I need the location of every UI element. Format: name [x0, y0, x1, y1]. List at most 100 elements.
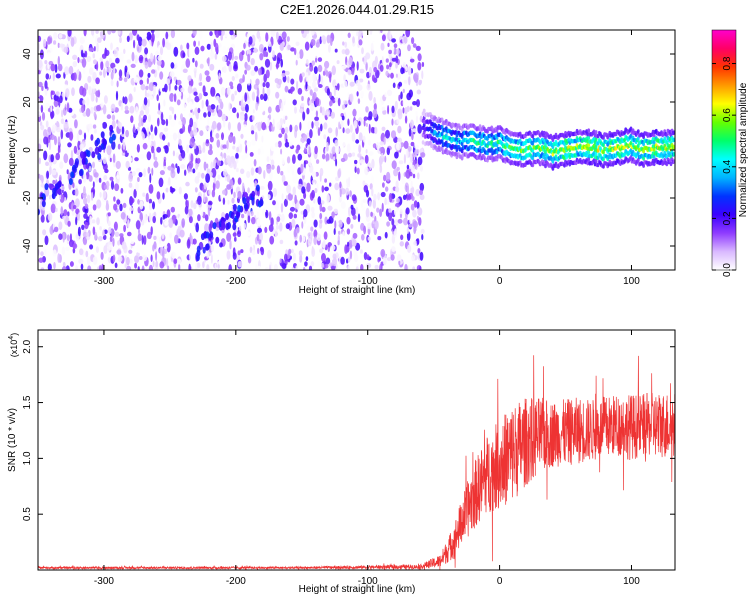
- heatmap-cell: [193, 127, 198, 136]
- heatmap-cell: [192, 168, 196, 174]
- heatmap-cell: [100, 122, 103, 133]
- heatmap-cell: [373, 193, 377, 201]
- heatmap-cell: [337, 97, 341, 107]
- heatmap-cell: [301, 186, 306, 194]
- heatmap-cell: [212, 222, 217, 230]
- heatmap-cell: [226, 174, 231, 183]
- heatmap-cell: [347, 118, 350, 126]
- heatmap-cell: [188, 47, 191, 58]
- heatmap-cell: [237, 122, 242, 132]
- heatmap-cell: [281, 157, 285, 165]
- heatmap-cell: [352, 214, 357, 220]
- heatmap-cell: [237, 205, 242, 212]
- heatmap-cell: [300, 163, 304, 174]
- heatmap-cell: [269, 235, 275, 245]
- heatmap-cell: [379, 147, 384, 152]
- heatmap-cell: [93, 46, 96, 52]
- heatmap-cell: [41, 193, 46, 201]
- heatmap-cell: [544, 163, 547, 169]
- heatmap-cell: [285, 223, 290, 230]
- heatmap-cell: [211, 189, 216, 198]
- heatmap-cell: [385, 58, 389, 63]
- heatmap-cell: [283, 181, 288, 186]
- heatmap-cell: [280, 170, 284, 176]
- heatmap-cell: [38, 138, 43, 144]
- heatmap-cell: [382, 182, 385, 188]
- heatmap-cell: [395, 180, 399, 189]
- heatmap-cell: [51, 169, 57, 176]
- heatmap-cell: [381, 202, 384, 213]
- heatmap-cell: [408, 171, 413, 177]
- heatmap-cell: [419, 189, 423, 195]
- heatmap-cell: [295, 227, 300, 234]
- snr-series-line: [38, 355, 675, 570]
- heatmap-cell: [352, 239, 357, 247]
- heatmap-cell: [49, 165, 52, 175]
- heatmap-cell: [367, 139, 371, 146]
- heatmap-cell: [672, 130, 675, 135]
- heatmap-cell: [186, 144, 190, 154]
- heatmap-cell: [299, 198, 305, 206]
- heatmap-cell: [121, 165, 125, 172]
- heatmap-cell: [400, 67, 405, 75]
- x-tick-label: -200: [226, 276, 246, 287]
- heatmap-cell: [411, 254, 416, 262]
- colorbar-tick-label: 0.0: [722, 263, 733, 277]
- heatmap-cells: [38, 30, 675, 270]
- heatmap-cell: [400, 234, 404, 241]
- heatmap-cell: [232, 145, 236, 150]
- heatmap-cell: [380, 249, 386, 258]
- heatmap-cell: [159, 46, 164, 56]
- heatmap-cell: [289, 124, 293, 133]
- heatmap-cell: [668, 129, 672, 134]
- heatmap-cell: [149, 173, 152, 184]
- heatmap-cell: [266, 86, 271, 97]
- heatmap-cell: [187, 85, 193, 94]
- heatmap-cell: [205, 75, 211, 83]
- heatmap-cell: [88, 86, 92, 96]
- heatmap-cell: [236, 146, 240, 153]
- heatmap-cell: [292, 173, 298, 184]
- heatmap-cell: [410, 141, 415, 147]
- heatmap-cell: [265, 117, 270, 128]
- heatmap-cell: [374, 264, 379, 270]
- heatmap-cell: [394, 151, 399, 159]
- heatmap-cell: [412, 101, 417, 106]
- heatmap-cell: [349, 250, 353, 260]
- heatmap-cell: [372, 143, 377, 149]
- heatmap-cell: [162, 37, 166, 48]
- heatmap-cell: [393, 206, 399, 217]
- heatmap-cell: [287, 76, 290, 84]
- heatmap-cell: [281, 93, 286, 102]
- heatmap-cell: [531, 148, 535, 153]
- heatmap-cell: [338, 230, 341, 235]
- heatmap-cell: [100, 60, 104, 71]
- heatmap-cell: [214, 263, 217, 270]
- heatmap-cell: [245, 144, 248, 154]
- heatmap-cell: [194, 107, 199, 116]
- heatmap-cell: [210, 161, 214, 171]
- heatmap-cell: [244, 92, 248, 103]
- heatmap-cell: [78, 258, 84, 264]
- heatmap-cell: [270, 159, 275, 166]
- heatmap-cell: [214, 53, 218, 60]
- heatmap-cell: [186, 42, 190, 50]
- heatmap-cell: [52, 187, 57, 195]
- heatmap-cell: [205, 139, 209, 144]
- heatmap-cell: [168, 177, 171, 186]
- heatmap-cell: [326, 34, 331, 44]
- heatmap-cell: [366, 254, 370, 260]
- heatmap-cell: [669, 161, 673, 167]
- heatmap-cell: [188, 101, 194, 111]
- heatmap-cell: [260, 94, 264, 100]
- heatmap-cell: [198, 40, 200, 47]
- heatmap-cell: [185, 58, 191, 68]
- heatmap-cell: [96, 42, 99, 52]
- heatmap-cell: [372, 199, 376, 209]
- heatmap-cell: [295, 265, 298, 270]
- heatmap-cell: [417, 207, 423, 216]
- heatmap-cell: [408, 76, 411, 86]
- heatmap-cell: [89, 215, 93, 226]
- heatmap-cell: [209, 220, 214, 229]
